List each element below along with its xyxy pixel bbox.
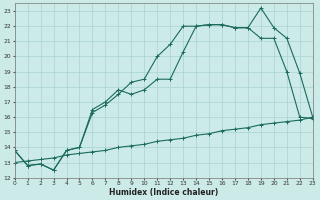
X-axis label: Humidex (Indice chaleur): Humidex (Indice chaleur) bbox=[109, 188, 218, 197]
